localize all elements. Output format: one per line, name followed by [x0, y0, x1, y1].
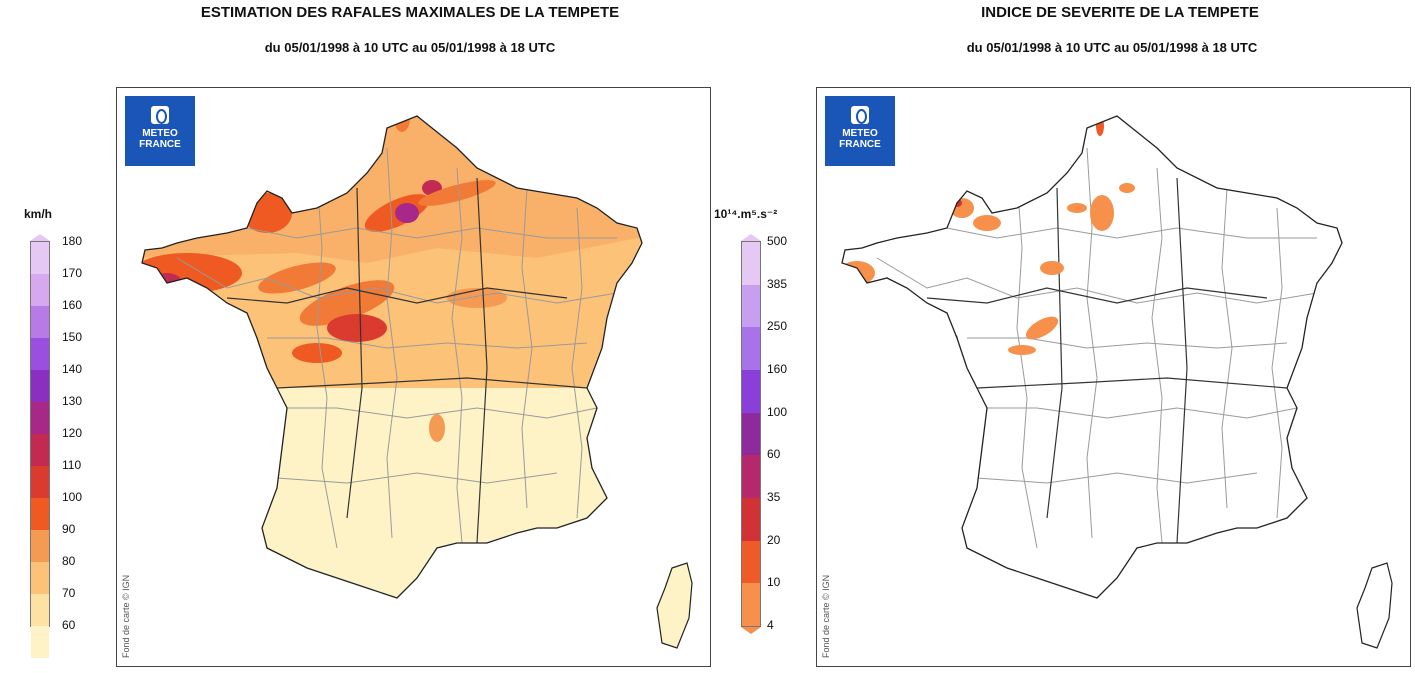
left-legend-label: 100	[62, 490, 83, 504]
left-legend-label: 160	[62, 298, 83, 312]
right-legend-swatch	[742, 242, 760, 285]
left-legend-label: 120	[62, 426, 83, 440]
left-legend-swatch	[31, 530, 49, 562]
left-legend-swatch	[31, 274, 49, 306]
left-legend-swatch	[31, 466, 49, 498]
right-map-credit: Fond de carte © IGN	[821, 574, 831, 658]
left-legend-label: 80	[62, 554, 76, 568]
left-map-credit: Fond de carte © IGN	[121, 574, 131, 658]
left-france-map	[141, 115, 693, 649]
meteo-france-emblem-icon	[151, 106, 169, 124]
left-map-subtitle: du 05/01/1998 à 10 UTC au 05/01/1998 à 1…	[264, 40, 556, 55]
left-logo-line1: METEO	[142, 128, 178, 139]
right-map-panel: METEO FRANCE Fond de carte © IGN	[816, 87, 1411, 667]
right-corsica	[1356, 562, 1393, 649]
right-legend-swatch	[742, 498, 760, 541]
right-meteo-france-logo: METEO FRANCE	[825, 96, 895, 166]
left-legend-swatch	[31, 338, 49, 370]
left-legend-label: 130	[62, 394, 83, 408]
left-legend-swatch	[31, 434, 49, 466]
left-legend-swatch	[31, 626, 49, 658]
left-legend-label: 110	[62, 458, 82, 472]
right-logo-line1: METEO	[842, 128, 878, 139]
left-legend-label: 70	[62, 586, 76, 600]
meteo-france-emblem-icon	[851, 106, 869, 124]
left-legend-max-arrow-icon	[30, 234, 50, 241]
right-legend-label: 250	[767, 319, 788, 334]
right-legend-bar	[741, 241, 761, 627]
right-legend-swatch	[742, 284, 760, 328]
right-legend-swatch	[742, 455, 760, 498]
right-legend-swatch	[742, 583, 760, 626]
right-legend-max-arrow-icon	[741, 234, 761, 241]
right-legend-swatch	[742, 412, 760, 456]
left-legend-label: 170	[62, 266, 83, 280]
left-legend-label: 140	[62, 362, 83, 376]
left-legend-swatch	[31, 402, 49, 434]
right-legend-swatch	[742, 327, 760, 370]
right-legend-label: 60	[767, 447, 781, 462]
right-legend-label: 10	[767, 575, 781, 590]
right-legend-swatch	[742, 370, 760, 413]
right-legend-label: 20	[767, 532, 781, 547]
left-legend-label: 180	[62, 234, 83, 248]
right-legend-swatch	[742, 540, 760, 584]
right-legend-label: 35	[767, 490, 781, 504]
left-legend-swatch	[31, 594, 49, 626]
left-meteo-france-logo: METEO FRANCE	[125, 96, 195, 166]
left-legend-label: 60	[62, 618, 76, 632]
left-legend-swatch	[31, 242, 49, 274]
right-legend-unit: 10¹⁴.m⁵.s⁻²	[714, 207, 778, 221]
right-legend-label: 500	[767, 234, 788, 248]
left-legend-swatch	[31, 370, 49, 402]
left-map-panel: METEO FRANCE Fond de carte © IGN	[116, 87, 711, 667]
left-legend-label: 90	[62, 522, 76, 536]
right-logo-line2: FRANCE	[839, 139, 881, 150]
right-legend-label: 385	[767, 276, 788, 291]
right-france-map	[841, 115, 1393, 649]
right-legend-min-arrow-icon	[741, 627, 761, 634]
left-legend-swatch	[31, 498, 49, 530]
right-legend-label: 4	[767, 618, 774, 632]
left-legend-min-arrow-icon	[30, 627, 50, 634]
right-legend-label: 160	[767, 362, 788, 376]
left-logo-line2: FRANCE	[139, 139, 181, 150]
right-legend-label: 100	[767, 404, 788, 419]
left-map-title: ESTIMATION DES RAFALES MAXIMALES DE LA T…	[200, 4, 620, 21]
right-map-subtitle: du 05/01/1998 à 10 UTC au 05/01/1998 à 1…	[966, 40, 1258, 55]
right-map-title: INDICE DE SEVERITE DE LA TEMPETE	[981, 4, 1259, 21]
left-legend-swatch	[31, 562, 49, 594]
left-legend-unit: km/h	[24, 207, 53, 221]
left-legend-label: 150	[62, 330, 83, 344]
left-legend-swatch	[31, 306, 49, 338]
left-legend-bar	[30, 241, 50, 658]
left-corsica	[656, 562, 693, 649]
